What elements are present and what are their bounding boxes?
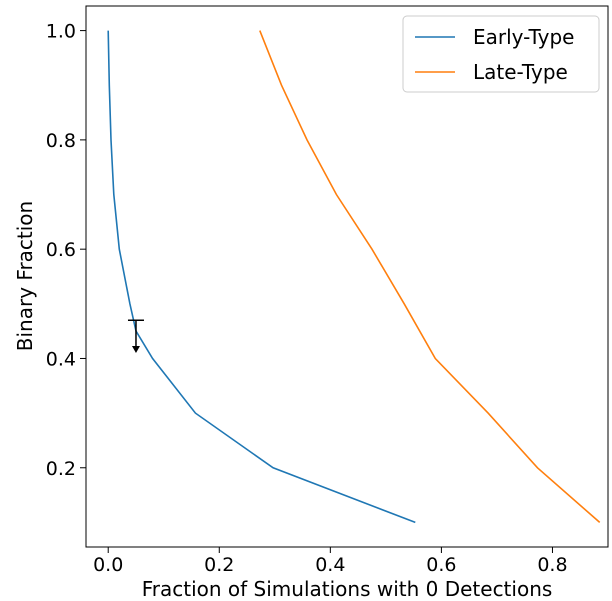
y-tick-label: 0.4 xyxy=(46,348,76,370)
series-line-early-type xyxy=(107,30,416,524)
upper-limit-arrow xyxy=(127,319,144,354)
series-line-late-type xyxy=(259,30,601,524)
axes: 0.0 0.2 0.4 0.6 0.8 0.2 0.4 0.6 0.8 1.0 xyxy=(46,5,609,576)
legend-label-early-type: Early-Type xyxy=(473,25,574,49)
x-tick-label: 0.8 xyxy=(537,554,567,576)
y-tick-label: 0.2 xyxy=(46,458,76,480)
x-axis-label: Fraction of Simulations with 0 Detection… xyxy=(142,577,553,601)
legend: Early-Type Late-Type xyxy=(402,15,600,93)
x-tick-label: 0.4 xyxy=(315,554,345,576)
x-tick-label: 0.0 xyxy=(93,554,123,576)
y-tick-label: 0.8 xyxy=(46,130,76,152)
y-tick-label: 1.0 xyxy=(46,21,76,43)
upper-limit-arrowhead xyxy=(131,346,140,354)
y-tick-label: 0.6 xyxy=(46,239,76,261)
x-tick-label: 0.6 xyxy=(426,554,456,576)
legend-label-late-type: Late-Type xyxy=(473,60,568,84)
plot-area xyxy=(107,30,601,524)
x-tick-label: 0.2 xyxy=(204,554,234,576)
y-axis-label: Binary Fraction xyxy=(13,201,37,351)
legend-box xyxy=(402,15,600,93)
axes-frame xyxy=(85,5,609,548)
